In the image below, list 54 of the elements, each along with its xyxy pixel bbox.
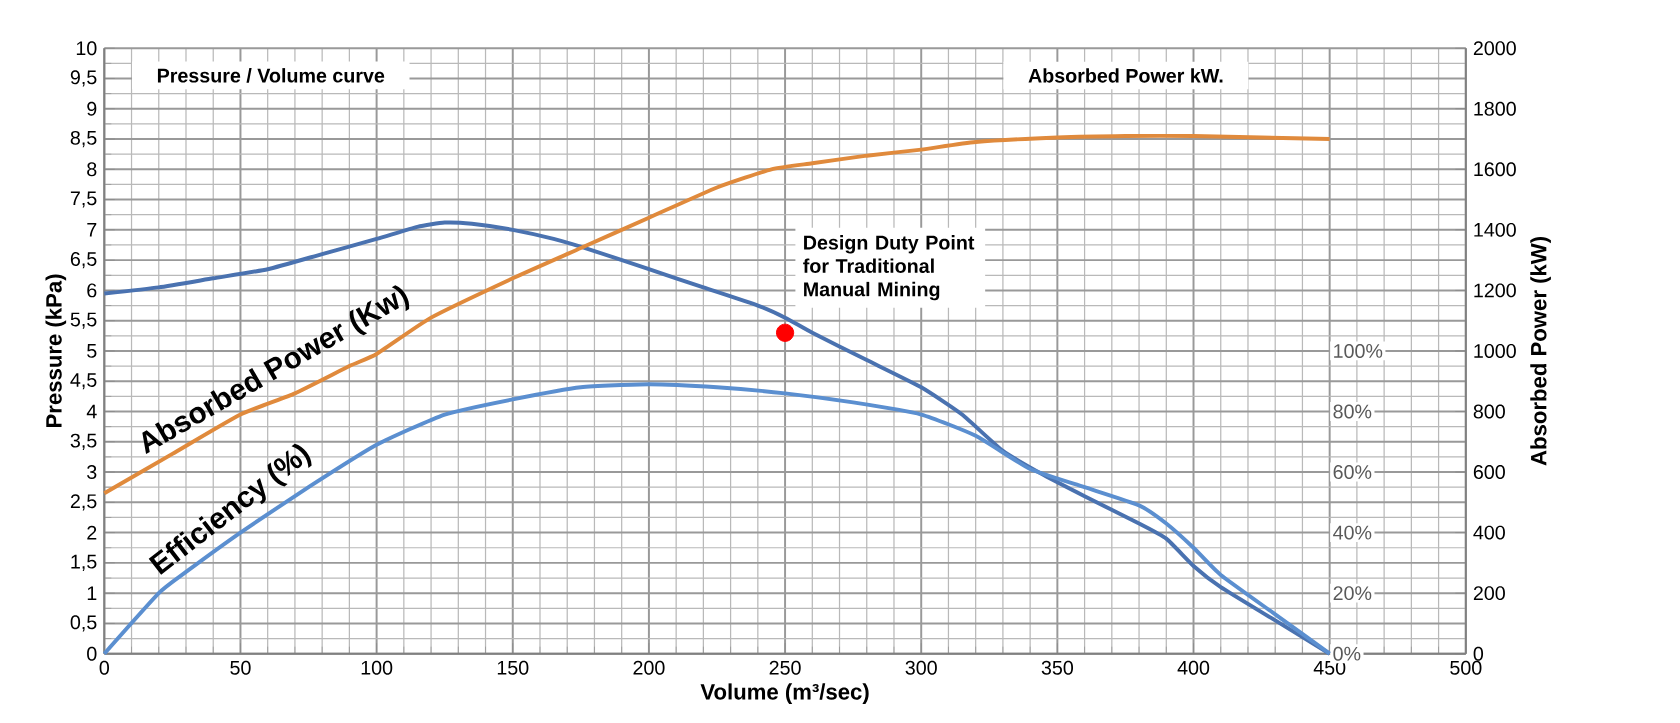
y2-tick-label: 1800	[1474, 101, 1516, 116]
x-tick-label: 500	[1450, 660, 1482, 675]
y-tick-label: 7	[87, 223, 97, 237]
y-tick-label: 6	[87, 283, 97, 298]
y-tick-label: 1,5	[71, 554, 97, 571]
x-tick-label: 300	[905, 660, 937, 675]
y-tick-label: 3,5	[70, 433, 97, 450]
y2-tick-label: 600	[1473, 465, 1505, 480]
y2-tick-label: 0	[1473, 646, 1484, 661]
annotation: Absorbed Power kW.	[1028, 68, 1223, 83]
y-tick-label: 3	[87, 465, 97, 480]
y-tick-label: 4	[86, 404, 97, 419]
x-tick-label: 400	[1177, 660, 1210, 675]
annotation: Design Duty Point for Traditional Manual Mining	[803, 235, 975, 301]
y2-tick-label: 1400	[1474, 222, 1516, 237]
annotation: Pressure / Volume curve	[157, 68, 385, 83]
y-tick-label: 4,5	[70, 373, 97, 390]
y-tick-label: 9	[87, 101, 97, 116]
y2-tick-label: 1200	[1474, 283, 1516, 298]
y-tick-label: 5,5	[70, 312, 97, 329]
y-tick-label: 9,5	[70, 70, 97, 87]
y-tick-label: 7,5	[70, 191, 97, 208]
y2-tick-label: 2000	[1473, 41, 1516, 56]
y3-tick-label: 100%	[1334, 343, 1383, 358]
y-tick-label: 2,5	[70, 494, 97, 511]
x-tick-label: 50	[230, 660, 251, 675]
y2-tick-label: 400	[1473, 525, 1505, 540]
y-tick-label: 5	[87, 344, 97, 358]
y-tick-label: 1	[87, 586, 97, 600]
y-tick-label: 8,5	[70, 130, 97, 148]
y2-tick-label: 800	[1473, 404, 1505, 419]
y3-tick-label: 80%	[1333, 404, 1372, 419]
x-tick-label: 0	[99, 660, 110, 675]
y-tick-label: 8	[87, 162, 97, 177]
x-tick-label: 150	[497, 660, 529, 675]
y-tick-label: 6,5	[70, 252, 97, 269]
y2-tick-label: 200	[1473, 586, 1505, 601]
x-tick-label: 200	[633, 660, 665, 675]
y3-tick-label: 0%	[1333, 646, 1361, 661]
y-tick-label: 10	[76, 41, 97, 56]
y2-axis-title: Absorbed Power (kW)	[1530, 237, 1551, 466]
x-axis-title: Volume (m³/sec)	[700, 683, 869, 705]
y-axis-title: Pressure (kPa)	[45, 274, 67, 428]
x-tick-label: 350	[1041, 660, 1074, 675]
y3-tick-label: 60%	[1333, 465, 1372, 480]
y3-tick-label: 40%	[1333, 525, 1372, 540]
y2-tick-label: 1000	[1474, 343, 1516, 358]
y-tick-label: 2	[87, 525, 97, 540]
x-tick-label: 100	[361, 660, 393, 675]
x-tick-label: 250	[769, 660, 801, 675]
y-tick-label: 0	[87, 646, 97, 661]
y2-tick-label: 1600	[1474, 162, 1516, 177]
y3-tick-label: 20%	[1333, 586, 1372, 601]
y-tick-label: 0,5	[70, 615, 97, 632]
